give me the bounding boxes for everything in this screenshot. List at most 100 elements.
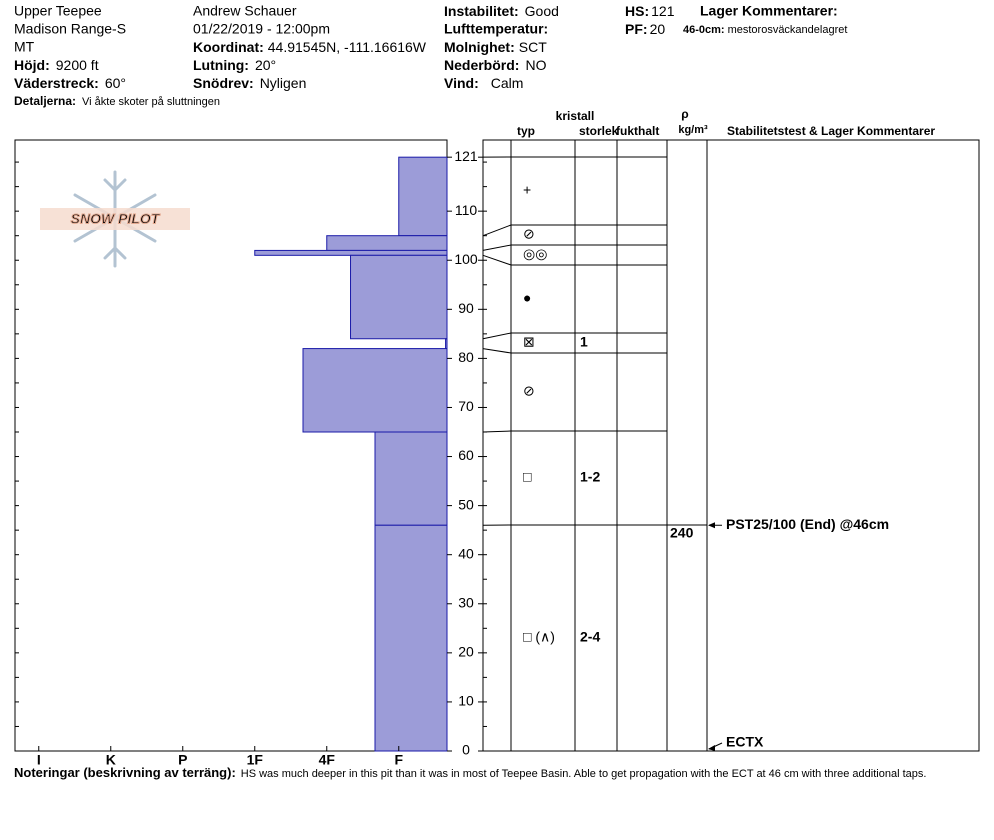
label: Väderstreck:: [14, 75, 99, 91]
value: 9200 ft: [56, 57, 99, 73]
value: NO: [525, 57, 546, 73]
air-temp: Lufttemperatur:: [444, 21, 548, 37]
value: 121: [651, 3, 675, 19]
x-tick-label: 1F: [247, 752, 264, 768]
observer: Andrew Schauer: [193, 3, 297, 19]
x-tick-label: 4F: [319, 752, 336, 768]
test-label: ECTX: [726, 734, 764, 750]
column-header: kristall: [556, 109, 595, 123]
test-label: PST25/100 (End) @46cm: [726, 516, 889, 532]
y-tick-label: 20: [458, 644, 474, 660]
layer-connector: [482, 332, 512, 340]
grain-type: ⊘: [523, 383, 535, 399]
grain-type: □ (∧): [523, 629, 555, 645]
x-tick-label: K: [106, 752, 116, 768]
value: 20°: [255, 57, 276, 73]
label: Noteringar (beskrivning av terräng):: [14, 765, 236, 780]
value: Good: [525, 3, 559, 19]
value: 20: [650, 21, 666, 37]
label: Molnighet:: [444, 39, 515, 55]
hs: HS: 121: [625, 3, 675, 19]
hardness-bar: [374, 431, 448, 526]
hardness-bar: [445, 338, 448, 350]
value: HS was much deeper in this pit than it w…: [241, 768, 927, 780]
y-tick-label: 70: [458, 398, 474, 414]
column-header: ρ: [681, 107, 688, 121]
column-header: typ: [517, 124, 535, 138]
logo-text: SNOW PILOT: [71, 211, 161, 227]
layer-connector: [482, 244, 512, 251]
label: Vind:: [444, 75, 479, 91]
value: Calm: [491, 75, 524, 91]
value: SCT: [519, 39, 547, 55]
y-tick-label: 40: [458, 545, 474, 561]
y-tick-label: 0: [462, 742, 470, 758]
wind-loading: Snödrev: Nyligen: [193, 75, 306, 91]
grain-type: ●: [523, 290, 531, 306]
layer-connector: [482, 430, 512, 433]
sky: Molnighet: SCT: [444, 39, 547, 55]
layer-connector: [482, 254, 512, 266]
grain-size: 1-2: [580, 469, 600, 485]
slope: Lutning: 20°: [193, 57, 276, 73]
column-header: kg/m³: [678, 124, 708, 136]
x-tick-label: F: [394, 752, 403, 768]
label: PF:: [625, 21, 648, 37]
grain-size: 2-4: [580, 629, 600, 645]
value: mestorosväckandelagret: [728, 24, 848, 36]
density: 240: [670, 525, 694, 541]
logo-banner: [40, 208, 190, 230]
value: Nyligen: [260, 75, 307, 91]
hardness-bar: [302, 348, 448, 433]
label: Detaljerna:: [14, 94, 76, 108]
value: 60°: [105, 75, 126, 91]
details: Detaljerna: Vi åkte skoter på sluttningen: [14, 94, 220, 108]
y-tick-label: 80: [458, 349, 474, 365]
range: Madison Range-S: [14, 21, 126, 37]
layer-comments-title: Lager Kommentarer:: [700, 3, 838, 19]
site: Upper Teepee: [14, 3, 102, 19]
grain-type: ⊘: [523, 226, 535, 242]
coordinates: Koordinat: 44.91545N, -111.16616W: [193, 39, 427, 55]
label: 46-0cm:: [683, 24, 725, 36]
label: Koordinat:: [193, 39, 264, 55]
y-tick-label: 60: [458, 447, 474, 463]
label: Lutning:: [193, 57, 249, 73]
hardness-bar: [326, 235, 448, 251]
value: Vi åkte skoter på sluttningen: [82, 96, 220, 108]
stability: Instabilitet: Good: [444, 3, 559, 19]
grain-type: □: [523, 469, 532, 485]
layer-comment: 46-0cm: mestorosväckandelagret: [683, 24, 847, 36]
datetime: 01/22/2019 - 12:00pm: [193, 21, 330, 37]
state: MT: [14, 39, 35, 55]
column-header: storlek: [579, 124, 619, 138]
grain-type: ◎◎: [523, 246, 547, 262]
label: HS:: [625, 3, 649, 19]
test-arrowhead: [708, 522, 715, 529]
grain-type: ⊠: [523, 334, 535, 350]
x-tick-label: P: [178, 752, 187, 768]
hardness-bar: [350, 254, 448, 340]
wind: Vind: Calm: [444, 75, 523, 91]
test-arrowhead: [708, 745, 715, 751]
column-header: fukthalt: [616, 124, 659, 138]
label: Höjd:: [14, 57, 50, 73]
y-tick-label: 121: [454, 148, 478, 164]
y-tick-label: 30: [458, 594, 474, 610]
grain-size: 1: [580, 334, 588, 350]
layer-connector: [482, 348, 512, 354]
aspect: Väderstreck: 60°: [14, 75, 126, 91]
elevation: Höjd: 9200 ft: [14, 57, 99, 73]
label: Snödrev:: [193, 75, 254, 91]
label: Instabilitet:: [444, 3, 519, 19]
y-tick-label: 50: [458, 496, 474, 512]
column-header: Stabilitetstest & Lager Kommentarer: [727, 124, 935, 138]
notes: Noteringar (beskrivning av terräng): HS w…: [14, 765, 926, 780]
hardness-bar: [398, 156, 448, 237]
pf: PF: 20: [625, 21, 665, 37]
label: Nederbörd:: [444, 57, 519, 73]
value: 44.91545N, -111.16616W: [268, 39, 427, 55]
y-tick-label: 90: [458, 300, 474, 316]
table-frame: [482, 139, 980, 752]
